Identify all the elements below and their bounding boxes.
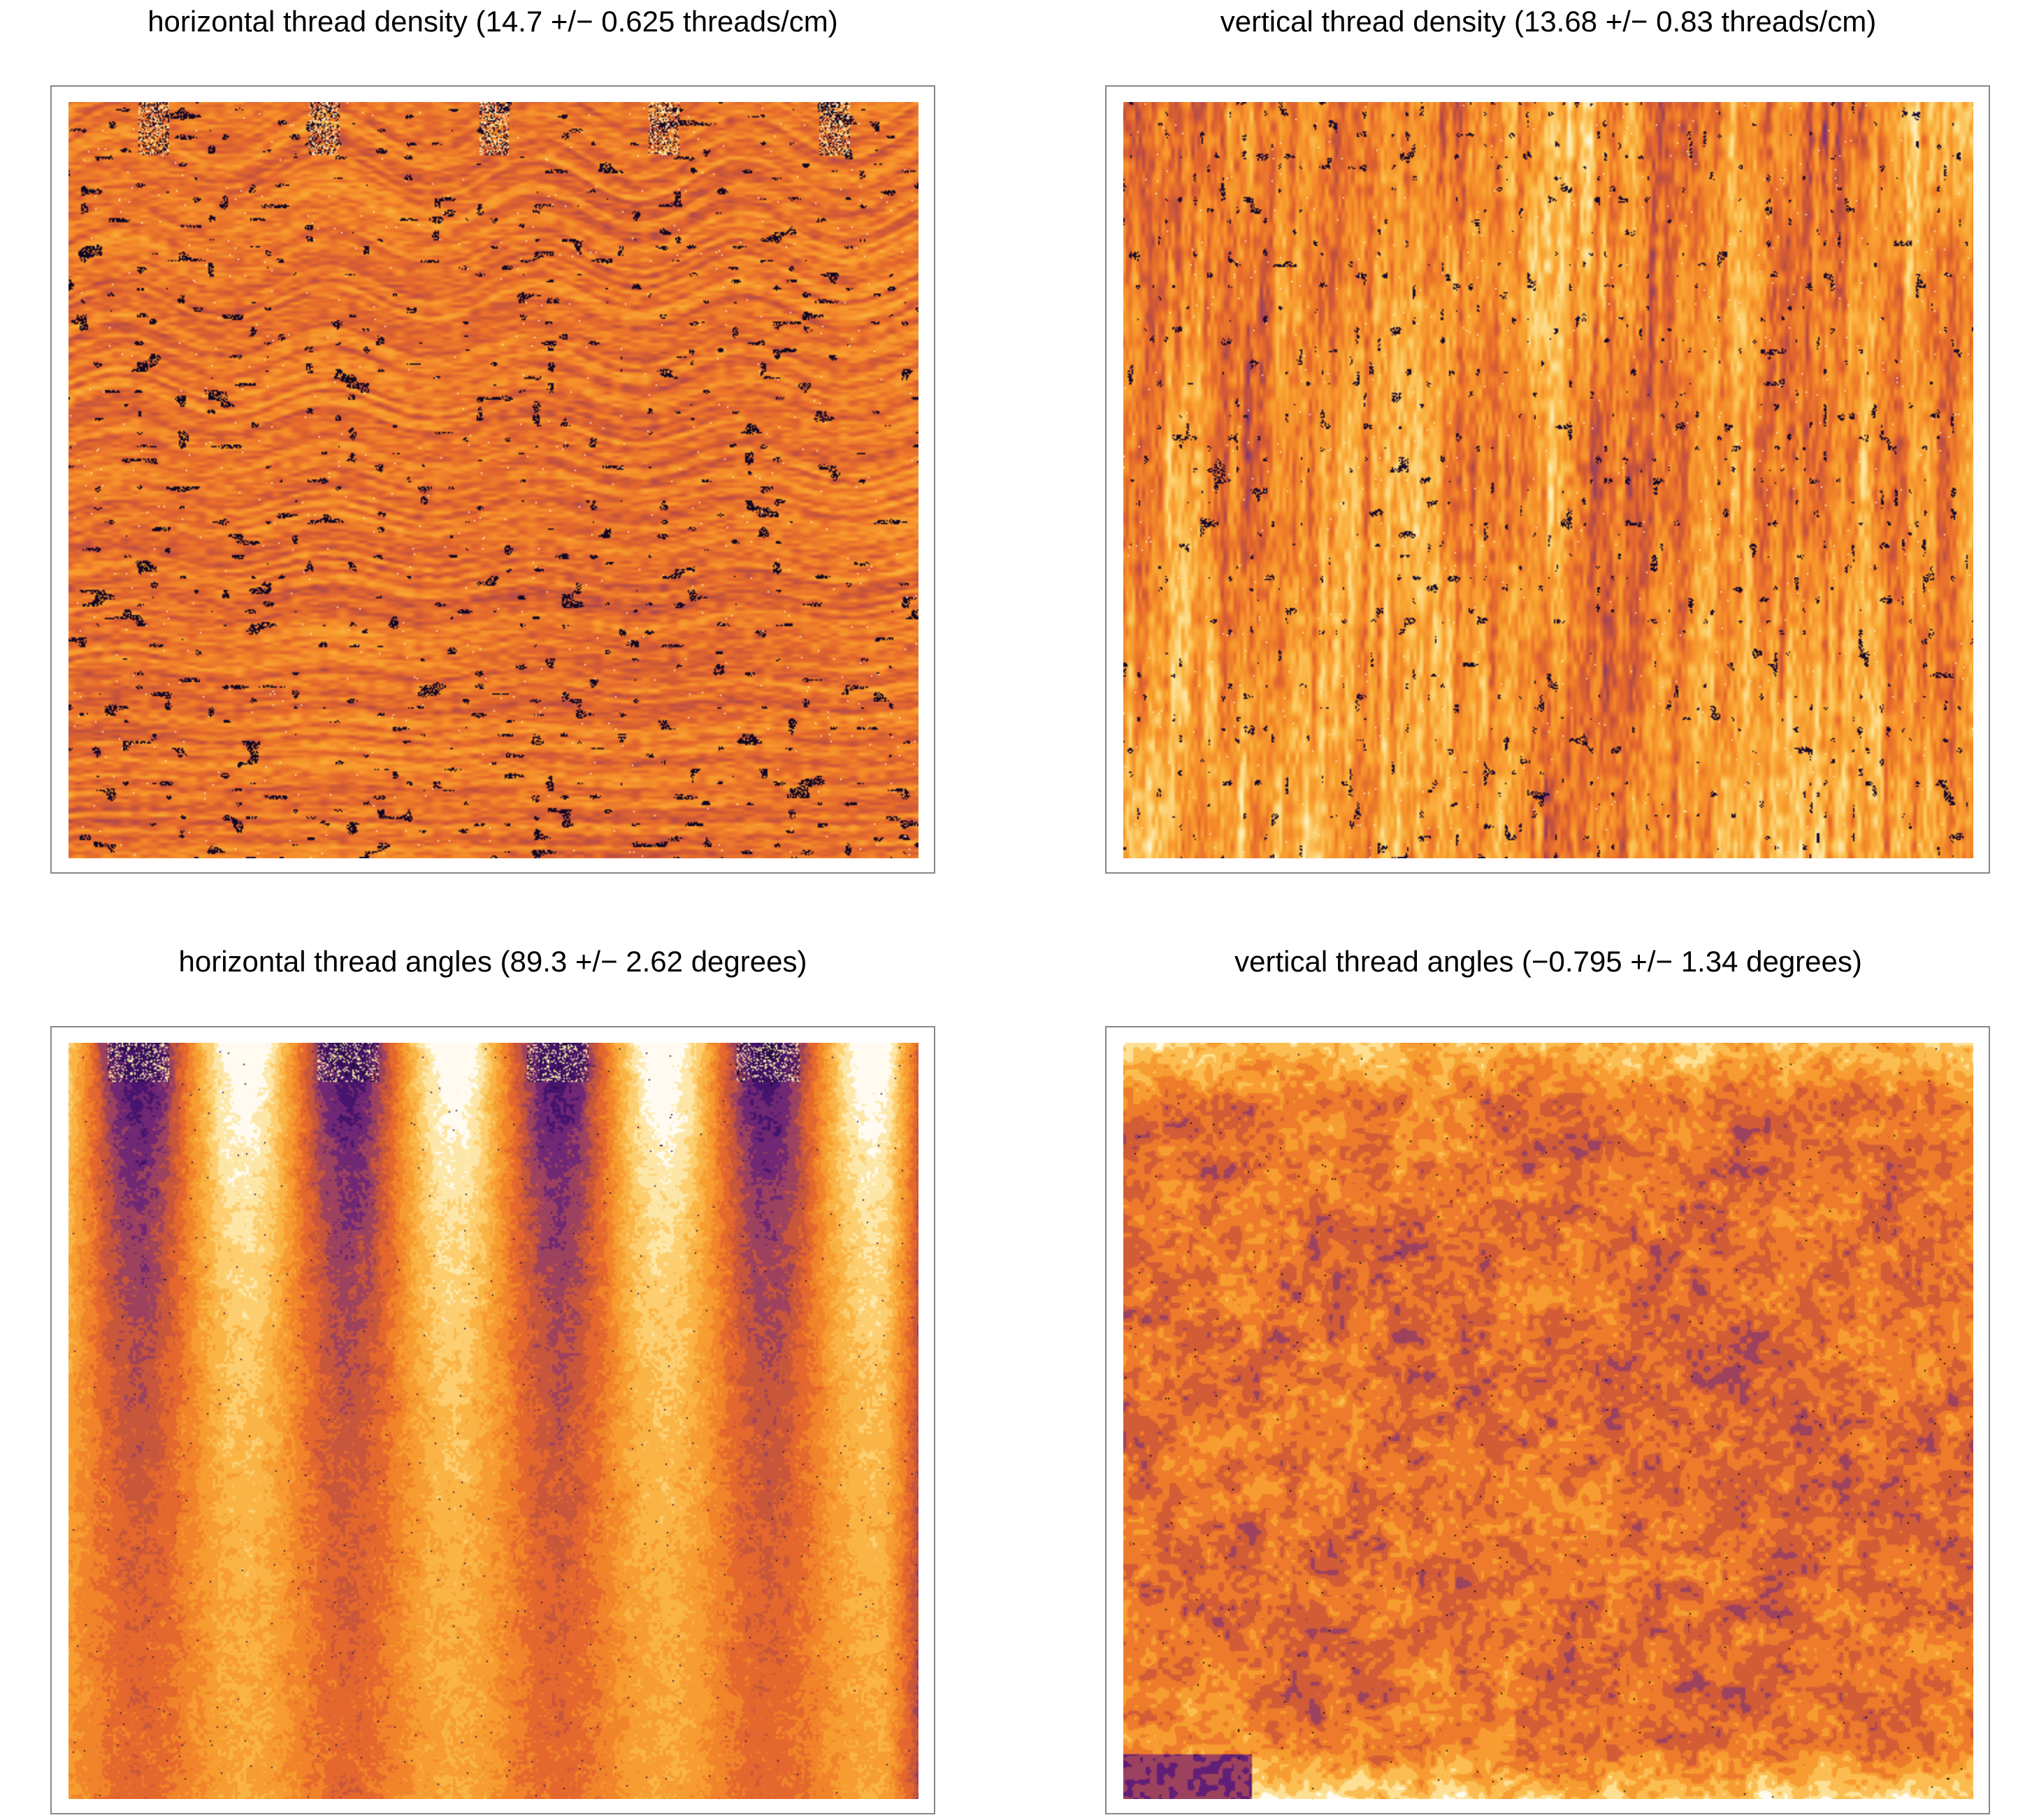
heatmap-vertical-density (1123, 102, 1973, 858)
panel-frame-vertical-angles (1105, 1026, 1990, 1814)
panel-frame-horizontal-density (50, 85, 935, 874)
panel-title-horizontal-angles: horizontal thread angles (89.3 +/− 2.62 … (178, 945, 807, 978)
panel-title-vertical-angles: vertical thread angles (−0.795 +/− 1.34 … (1234, 945, 1862, 978)
panel-title-vertical-density: vertical thread density (13.68 +/− 0.83 … (1220, 5, 1877, 38)
heatmap-horizontal-density (69, 102, 918, 858)
panel-title-horizontal-density: horizontal thread density (14.7 +/− 0.62… (147, 5, 838, 38)
panel-frame-vertical-density (1105, 85, 1990, 874)
heatmap-vertical-angles (1123, 1043, 1973, 1799)
heatmap-horizontal-angles (69, 1043, 918, 1799)
panel-frame-horizontal-angles (50, 1026, 935, 1814)
